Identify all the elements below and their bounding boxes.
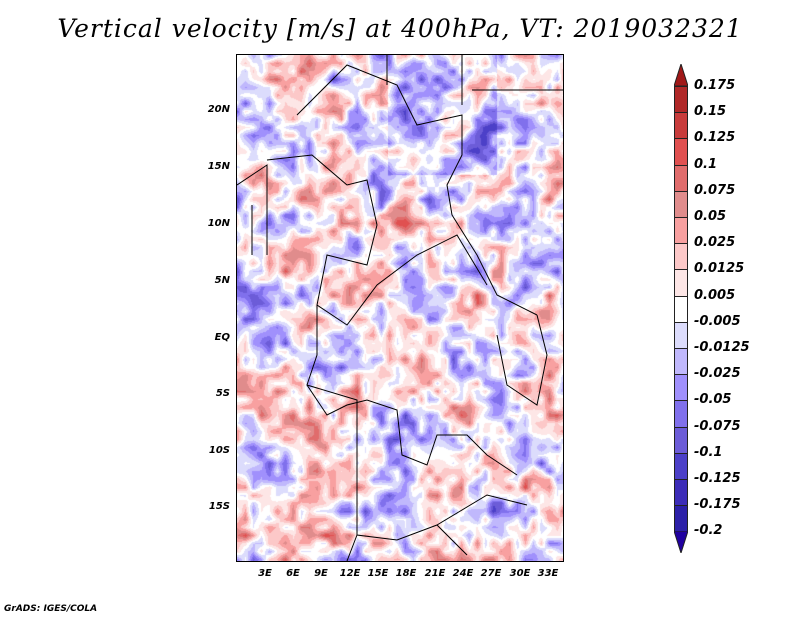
lat-label: 15S xyxy=(208,501,230,512)
colorbar-segment xyxy=(674,479,688,507)
colorbar-segment xyxy=(674,269,688,297)
colorbar-label: 0.0125 xyxy=(694,261,745,277)
colorbar-label: -0.125 xyxy=(694,471,741,486)
colorbar-segment xyxy=(674,243,688,271)
colorbar-label: -0.1 xyxy=(694,444,723,460)
lat-label: 20N xyxy=(207,104,230,115)
colorbar-segment xyxy=(674,426,688,454)
colorbar-segment xyxy=(674,190,688,218)
lat-label: 10N xyxy=(207,218,230,229)
colorbar-label: -0.025 xyxy=(694,366,741,382)
colorbar-segment xyxy=(674,112,688,140)
colorbar-segment xyxy=(674,400,688,428)
colorbar-label: 0.05 xyxy=(694,209,727,224)
colorbar-bottom-arrow xyxy=(674,531,688,554)
colorbar-label: -0.0125 xyxy=(694,340,750,355)
colorbar-segment xyxy=(674,164,688,192)
plot-title: Vertical velocity [m/s] at 400hPa, VT: 2… xyxy=(57,14,743,43)
colorbar-segment xyxy=(674,374,688,402)
lat-label: 5N xyxy=(214,275,230,286)
colorbar-label: 0.1 xyxy=(694,156,718,172)
lon-label: 24E xyxy=(452,568,474,579)
lat-label: 5S xyxy=(215,388,230,399)
colorbar-label: -0.05 xyxy=(694,392,732,408)
colorbar-label: 0.175 xyxy=(694,78,736,93)
lon-label: 27E xyxy=(480,568,502,579)
lon-label: 9E xyxy=(314,568,328,579)
lat-label: 10S xyxy=(208,445,230,456)
footer-credit: GrADS: IGES/COLA xyxy=(4,604,98,614)
colorbar-segment xyxy=(674,295,688,323)
lon-label: 18E xyxy=(395,568,417,579)
lat-label: 15N xyxy=(207,161,230,172)
colorbar-label: -0.075 xyxy=(694,418,741,434)
colorbar-segment xyxy=(674,321,688,349)
lon-label: 6E xyxy=(286,568,300,579)
lat-label: EQ xyxy=(214,332,230,343)
country-borders xyxy=(237,55,563,561)
lon-label: 33E xyxy=(537,568,559,579)
colorbar-segment xyxy=(674,86,688,114)
colorbar-label: 0.025 xyxy=(694,235,736,251)
lon-label: 21E xyxy=(424,568,446,579)
colorbar-segment xyxy=(674,138,688,166)
colorbar-label: 0.005 xyxy=(694,287,736,303)
colorbar-label: 0.15 xyxy=(694,104,727,120)
map-panel xyxy=(236,54,564,562)
colorbar-segment xyxy=(674,505,688,533)
colorbar-label: -0.175 xyxy=(694,497,741,513)
colorbar-label: 0.075 xyxy=(694,182,736,198)
vertical-velocity-field xyxy=(237,55,563,561)
lon-label: 15E xyxy=(367,568,389,579)
colorbar-label: -0.005 xyxy=(694,313,741,329)
colorbar-label: -0.2 xyxy=(694,523,723,539)
colorbar-top-arrow xyxy=(674,64,688,86)
colorbar-segment xyxy=(674,348,688,376)
lon-label: 12E xyxy=(339,568,361,579)
lon-label: 3E xyxy=(258,568,272,579)
colorbar-label: 0.125 xyxy=(694,130,736,146)
lon-label: 30E xyxy=(509,568,531,579)
colorbar-segment xyxy=(674,452,688,480)
colorbar-segment xyxy=(674,217,688,245)
